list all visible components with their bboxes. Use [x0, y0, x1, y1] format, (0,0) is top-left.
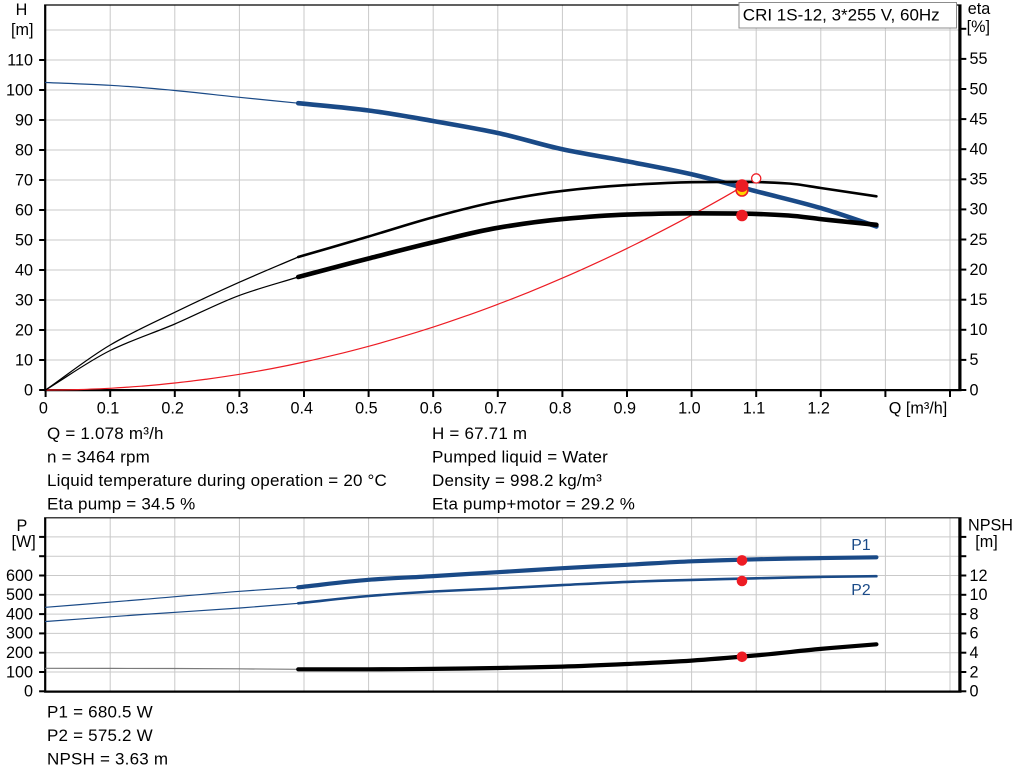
svg-text:6: 6 — [970, 625, 979, 643]
svg-text:NPSH: NPSH — [968, 517, 1013, 535]
svg-text:30: 30 — [15, 291, 33, 309]
svg-text:90: 90 — [15, 111, 33, 129]
svg-text:Density = 998.2 kg/m³: Density = 998.2 kg/m³ — [432, 471, 602, 490]
svg-text:[m]: [m] — [11, 21, 33, 39]
svg-text:Q [m³/h]: Q [m³/h] — [889, 399, 947, 417]
svg-text:[%]: [%] — [967, 18, 990, 36]
svg-text:0.3: 0.3 — [226, 399, 249, 417]
svg-text:20: 20 — [15, 321, 33, 339]
svg-text:0: 0 — [970, 381, 979, 399]
svg-text:H: H — [16, 1, 28, 19]
svg-text:8: 8 — [970, 605, 979, 623]
svg-text:200: 200 — [6, 644, 33, 662]
svg-text:40: 40 — [970, 141, 988, 159]
svg-text:2: 2 — [970, 663, 979, 681]
svg-text:P2 = 575.2 W: P2 = 575.2 W — [47, 726, 153, 745]
svg-text:80: 80 — [15, 141, 33, 159]
svg-text:Liquid temperature during oper: Liquid temperature during operation = 20… — [47, 471, 387, 490]
svg-text:Q = 1.078 m³/h: Q = 1.078 m³/h — [47, 424, 164, 443]
svg-text:600: 600 — [6, 567, 33, 585]
svg-text:40: 40 — [15, 261, 33, 279]
svg-text:50: 50 — [970, 80, 988, 98]
svg-text:1.2: 1.2 — [807, 399, 830, 417]
svg-text:1.1: 1.1 — [743, 399, 766, 417]
svg-text:P2: P2 — [851, 582, 870, 599]
svg-text:0.1: 0.1 — [97, 399, 120, 417]
svg-text:0: 0 — [24, 381, 33, 399]
svg-text:10: 10 — [970, 321, 988, 339]
svg-text:n = 3464 rpm: n = 3464 rpm — [47, 447, 150, 466]
svg-text:400: 400 — [6, 605, 33, 623]
svg-text:50: 50 — [15, 231, 33, 249]
svg-text:10: 10 — [15, 351, 33, 369]
svg-text:35: 35 — [970, 171, 988, 189]
svg-text:100: 100 — [6, 81, 33, 99]
svg-text:0.9: 0.9 — [614, 399, 637, 417]
svg-text:30: 30 — [970, 201, 988, 219]
svg-text:0.8: 0.8 — [549, 399, 572, 417]
svg-text:55: 55 — [970, 50, 988, 68]
svg-text:15: 15 — [970, 291, 988, 309]
svg-text:110: 110 — [7, 51, 33, 69]
svg-text:eta: eta — [968, 0, 991, 18]
svg-text:0: 0 — [39, 399, 48, 417]
svg-text:P: P — [16, 517, 27, 535]
svg-text:1.0: 1.0 — [678, 399, 701, 417]
svg-text:60: 60 — [15, 201, 33, 219]
svg-text:[m]: [m] — [975, 533, 997, 551]
svg-text:0.7: 0.7 — [484, 399, 507, 417]
svg-text:[W]: [W] — [11, 533, 35, 551]
svg-text:500: 500 — [6, 586, 33, 604]
svg-text:Eta pump = 34.5 %: Eta pump = 34.5 % — [47, 494, 195, 513]
svg-text:0.5: 0.5 — [355, 399, 378, 417]
svg-text:10: 10 — [970, 586, 988, 604]
svg-text:0: 0 — [24, 683, 33, 701]
svg-text:100: 100 — [6, 663, 33, 681]
svg-text:0.4: 0.4 — [291, 399, 314, 417]
svg-text:0.6: 0.6 — [420, 399, 443, 417]
svg-text:0.2: 0.2 — [161, 399, 184, 417]
svg-text:CRI 1S-12, 3*255 V, 60Hz: CRI 1S-12, 3*255 V, 60Hz — [743, 6, 940, 25]
svg-text:4: 4 — [970, 644, 979, 662]
svg-text:P1 = 680.5 W: P1 = 680.5 W — [47, 703, 153, 722]
svg-text:H = 67.71 m: H = 67.71 m — [432, 424, 527, 443]
svg-text:70: 70 — [15, 171, 33, 189]
svg-text:12: 12 — [970, 567, 988, 585]
svg-text:300: 300 — [6, 625, 33, 643]
svg-text:5: 5 — [970, 351, 979, 369]
svg-text:Pumped liquid = Water: Pumped liquid = Water — [432, 447, 608, 466]
svg-text:Eta pump+motor = 29.2 %: Eta pump+motor = 29.2 % — [432, 494, 635, 513]
svg-text:20: 20 — [970, 261, 988, 279]
svg-text:P1: P1 — [851, 537, 871, 554]
svg-text:45: 45 — [970, 110, 988, 128]
svg-text:25: 25 — [970, 231, 988, 249]
svg-text:0: 0 — [970, 683, 979, 701]
svg-text:NPSH = 3.63 m: NPSH = 3.63 m — [47, 750, 168, 769]
